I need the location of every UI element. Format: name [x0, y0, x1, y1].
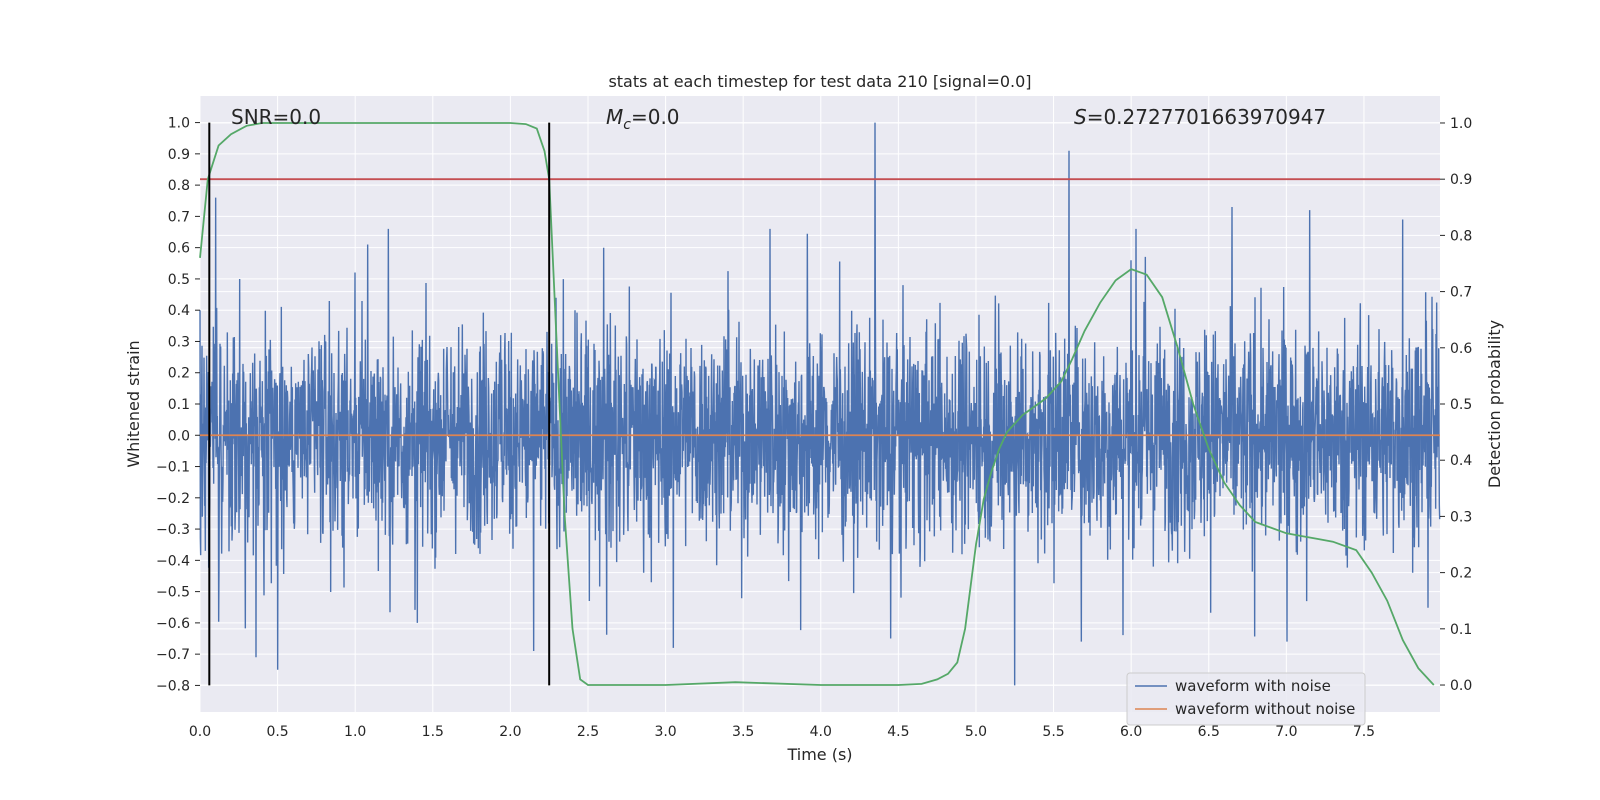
left-y-tick-label: −0.4 — [156, 553, 190, 569]
x-tick-label: 3.5 — [732, 724, 754, 740]
right-y-axis-label: Detection probability — [1485, 320, 1504, 488]
chirp-mass-subscript: c — [623, 117, 631, 133]
x-tick-label: 6.0 — [1120, 724, 1142, 740]
left-y-tick-label: −0.6 — [156, 616, 190, 632]
x-tick-label: 4.0 — [810, 724, 832, 740]
left-y-axis-label: Whitened strain — [124, 340, 143, 467]
x-tick-label: 1.0 — [344, 724, 366, 740]
left-y-tick-label: 1.0 — [168, 116, 190, 132]
x-tick-label: 7.0 — [1275, 724, 1297, 740]
x-tick-label: 3.0 — [654, 724, 676, 740]
noisy-waveform-line — [199, 122, 1441, 686]
score-annotation: S=0.2727701663970947 — [1074, 105, 1326, 129]
left-y-tick-label: −0.7 — [156, 647, 190, 663]
x-axis-label: Time (s) — [786, 745, 852, 764]
right-y-tick-label: 0.7 — [1450, 285, 1472, 301]
left-y-tick-label: 0.6 — [168, 241, 190, 257]
left-y-tick-label: 0.7 — [168, 209, 190, 225]
legend: waveform with noise waveform without noi… — [1126, 672, 1366, 726]
score-value: =0.2727701663970947 — [1087, 105, 1326, 129]
right-y-tick-label: 0.2 — [1450, 566, 1472, 582]
snr-annotation: SNR=0.0 — [231, 105, 321, 129]
left-y-tick-label: −0.3 — [156, 522, 190, 538]
right-y-tick-label: 0.6 — [1450, 341, 1472, 357]
right-y-tick-label: 0.9 — [1450, 172, 1472, 188]
x-tick-label: 4.5 — [887, 724, 909, 740]
x-tick-label: 7.5 — [1353, 724, 1375, 740]
x-tick-label: 1.5 — [422, 724, 444, 740]
left-y-tick-label: 0.5 — [168, 272, 190, 288]
right-y-tick-label: 0.4 — [1450, 453, 1472, 469]
left-y-tick-label: 0.3 — [168, 334, 190, 350]
right-y-tick-label: 0.0 — [1450, 678, 1472, 694]
vertical-markers — [208, 122, 551, 686]
left-y-tick-label: −0.8 — [156, 678, 190, 694]
noisy-waveform-series — [199, 122, 1441, 686]
left-y-tick-label: 0.9 — [168, 147, 190, 163]
left-y-tick-label: 0.1 — [168, 397, 190, 413]
chirp-mass-value: =0.0 — [631, 105, 680, 129]
chart-title: stats at each timestep for test data 210… — [608, 72, 1031, 91]
left-y-tick-label: 0.8 — [168, 178, 190, 194]
right-y-tick-label: 0.8 — [1450, 228, 1472, 244]
x-tick-label: 2.5 — [577, 724, 599, 740]
right-y-tick-label: 0.1 — [1450, 622, 1472, 638]
x-tick-label: 6.5 — [1198, 724, 1220, 740]
right-y-tick-label: 0.5 — [1450, 397, 1472, 413]
legend-label-noisy: waveform with noise — [1175, 677, 1331, 695]
left-y-tick-label: −0.1 — [156, 460, 190, 476]
right-y-tick-label: 0.3 — [1450, 509, 1472, 525]
detection-probability-line — [199, 122, 1435, 686]
chirp-mass-annotation: Mc=0.0 — [606, 105, 680, 133]
left-y-axis-ticks: 1.0 0.9 0.8 0.7 0.6 0.5 0.4 0.3 0.2 0.1 0.0 −0.1 −0.… — [156, 116, 200, 694]
legend-box — [1126, 672, 1366, 726]
left-y-tick-label: 0.4 — [168, 303, 190, 319]
score-symbol: S — [1074, 105, 1087, 129]
chirp-mass-symbol: M — [606, 105, 623, 129]
right-y-tick-label: 1.0 — [1450, 116, 1472, 132]
x-tick-label: 5.5 — [1042, 724, 1064, 740]
right-y-axis-ticks: 1.0 0.9 0.8 0.7 0.6 0.5 0.4 0.3 0.2 0.1 0.0 — [1440, 116, 1472, 694]
legend-label-clean: waveform without noise — [1175, 700, 1355, 718]
x-axis-ticks: 0.0 0.5 1.0 1.5 2.0 2.5 3.0 3.5 4.0 4.5 5.0 5.5 6.0 6… — [189, 724, 1375, 740]
left-y-tick-label: 0.0 — [168, 428, 190, 444]
left-y-tick-label: −0.5 — [156, 585, 190, 601]
left-y-tick-label: 0.2 — [168, 366, 190, 382]
left-y-tick-label: −0.2 — [156, 491, 190, 507]
x-tick-label: 5.0 — [965, 724, 987, 740]
clean-waveform-series — [200, 178, 1440, 437]
x-tick-label: 0.0 — [189, 724, 211, 740]
x-tick-label: 0.5 — [266, 724, 288, 740]
x-tick-label: 2.0 — [499, 724, 521, 740]
detection-probability-series — [199, 122, 1435, 686]
